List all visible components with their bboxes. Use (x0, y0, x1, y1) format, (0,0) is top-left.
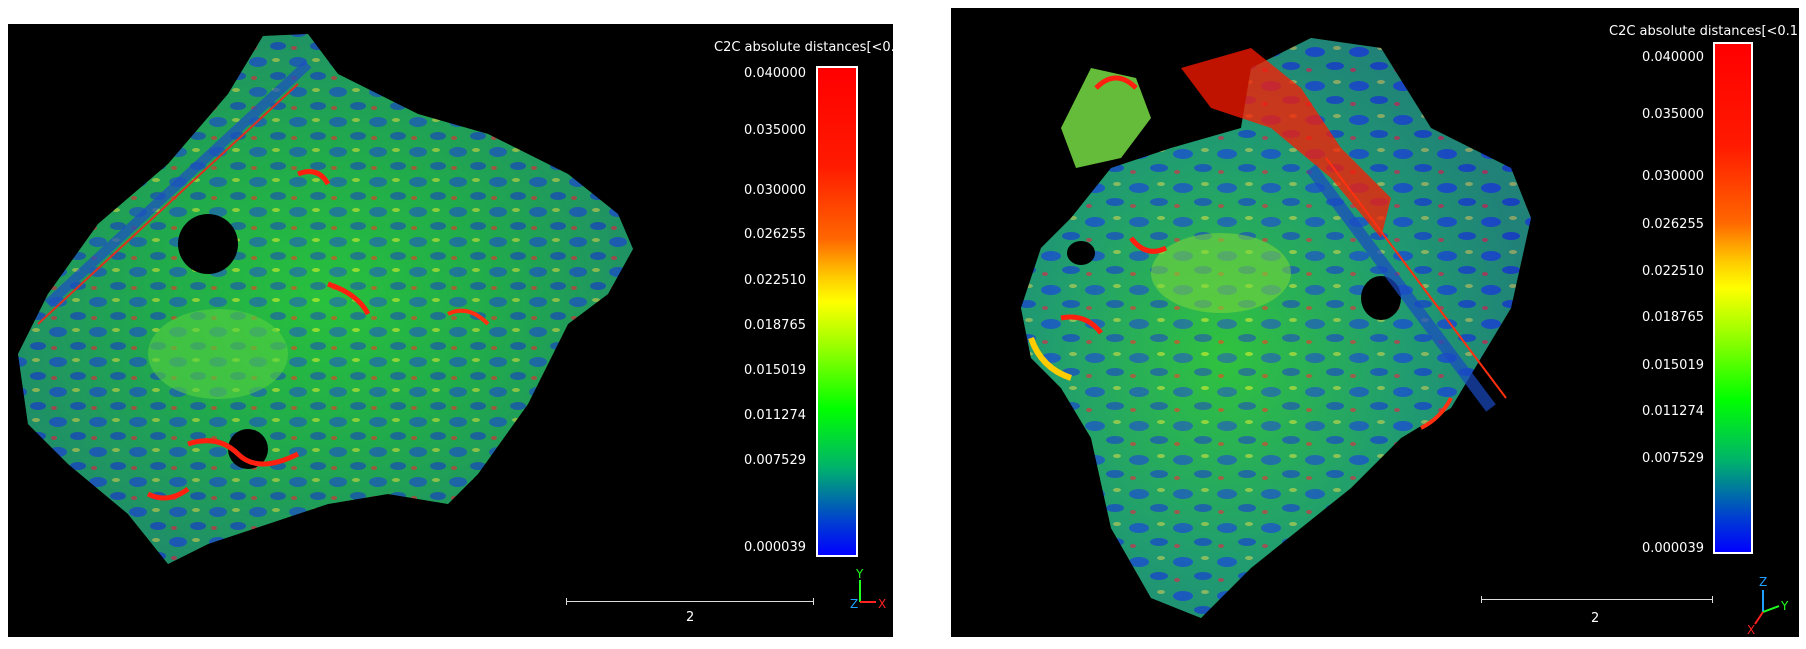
view-left[interactable]: C2C absolute distances[<0.1] 0.040000 0.… (8, 24, 893, 637)
scale-tick: 0.015019 (1641, 358, 1704, 373)
scale-bar-label: 2 (686, 610, 695, 625)
scale-tick: 0.007529 (743, 453, 806, 468)
scale-tick: 0.030000 (1641, 169, 1704, 184)
point-cloud-left[interactable] (8, 24, 893, 637)
axis-label: Z (1759, 575, 1767, 589)
scale-tick: 0.018765 (743, 318, 806, 333)
scale-tick: 0.035000 (1641, 107, 1704, 122)
scale-bar (566, 598, 814, 605)
color-scale-bar (816, 66, 858, 557)
scale-tick: 0.000039 (743, 540, 806, 555)
scalar-field-title: C2C absolute distances[<0.1] (1609, 24, 1799, 39)
scale-tick: 0.022510 (1641, 264, 1704, 279)
scale-tick: 0.015019 (743, 363, 806, 378)
axis-label: X (878, 597, 886, 611)
scale-tick: 0.040000 (1641, 50, 1704, 65)
axis-triad-icon: Y Z X (850, 567, 886, 611)
scale-tick: 0.035000 (743, 123, 806, 138)
scale-tick: 0.030000 (743, 183, 806, 198)
hole (1067, 241, 1095, 265)
scale-tick: 0.026255 (743, 227, 806, 242)
color-scale-bar (1713, 42, 1753, 554)
scale-bar-label: 2 (1591, 611, 1600, 626)
scale-tick: 0.011274 (1641, 404, 1704, 419)
view-right[interactable]: C2C absolute distances[<0.1] 0.040000 0.… (951, 8, 1799, 637)
axis-triad-icon: Z Y X (1747, 575, 1789, 636)
axis-label: X (1747, 623, 1755, 636)
scale-tick: 0.018765 (1641, 310, 1704, 325)
cloud-fragment (1061, 68, 1151, 168)
scalar-field-title: C2C absolute distances[<0.1] (714, 40, 893, 55)
hole (1361, 276, 1401, 320)
hole (228, 429, 268, 469)
axis-label: Y (1780, 599, 1789, 613)
scale-tick: 0.022510 (743, 273, 806, 288)
scale-tick: 0.026255 (1641, 217, 1704, 232)
scale-tick: 0.011274 (743, 408, 806, 423)
scale-bar (1481, 596, 1713, 603)
scale-tick: 0.007529 (1641, 451, 1704, 466)
axis-label: Y (855, 567, 864, 581)
point-cloud-right[interactable] (951, 8, 1799, 637)
axis-label: Z (850, 597, 858, 611)
scale-tick: 0.000039 (1641, 541, 1704, 556)
scale-tick: 0.040000 (743, 66, 806, 81)
hole (178, 214, 238, 274)
